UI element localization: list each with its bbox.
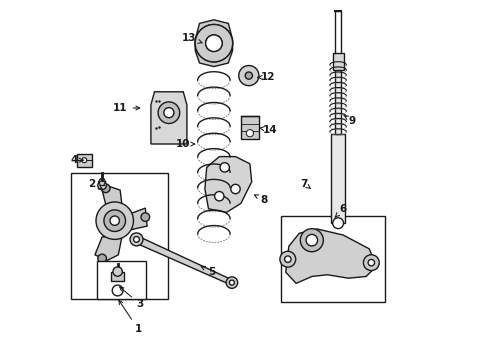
Polygon shape [151, 92, 186, 144]
Circle shape [220, 163, 229, 172]
Text: 6: 6 [334, 204, 346, 217]
Polygon shape [135, 236, 232, 285]
Polygon shape [285, 229, 376, 283]
Circle shape [158, 102, 179, 123]
Circle shape [112, 285, 123, 296]
Bar [330, 134, 344, 223]
Bar [334, 70, 341, 134]
Text: 8: 8 [254, 195, 267, 205]
Circle shape [238, 66, 258, 86]
Circle shape [195, 24, 232, 62]
Text: 7: 7 [300, 179, 310, 189]
Circle shape [113, 267, 122, 276]
Circle shape [332, 218, 343, 229]
Circle shape [305, 234, 317, 246]
Polygon shape [95, 237, 122, 260]
Text: 5: 5 [201, 266, 215, 277]
Polygon shape [102, 186, 122, 204]
Circle shape [130, 233, 142, 246]
Text: 9: 9 [343, 115, 355, 126]
Circle shape [279, 251, 295, 267]
Circle shape [98, 181, 106, 190]
Circle shape [230, 184, 240, 194]
Circle shape [141, 213, 149, 221]
Circle shape [98, 254, 106, 263]
Circle shape [110, 216, 119, 225]
Circle shape [244, 72, 252, 79]
Text: 12: 12 [257, 72, 275, 82]
Text: 11: 11 [113, 103, 140, 113]
Text: 1: 1 [119, 300, 142, 334]
Bar [97, 261, 145, 299]
Circle shape [133, 237, 139, 242]
Circle shape [246, 130, 253, 137]
Circle shape [205, 35, 222, 51]
Text: 13: 13 [181, 33, 202, 43]
Bar [280, 216, 384, 302]
Circle shape [363, 255, 379, 271]
Bar [111, 271, 124, 280]
Circle shape [284, 256, 290, 262]
Circle shape [195, 24, 232, 62]
Text: 2: 2 [88, 179, 102, 189]
Polygon shape [195, 20, 232, 67]
Circle shape [101, 184, 110, 193]
Circle shape [214, 192, 224, 201]
Circle shape [104, 210, 125, 231]
Bar [77, 154, 91, 167]
Circle shape [225, 277, 237, 288]
Circle shape [205, 35, 222, 51]
Text: 3: 3 [120, 287, 143, 309]
Bar [332, 53, 343, 70]
Circle shape [367, 260, 374, 266]
Circle shape [300, 229, 323, 252]
Bar [241, 116, 258, 139]
Text: 10: 10 [176, 139, 194, 149]
Text: 4: 4 [71, 155, 84, 165]
Circle shape [229, 280, 234, 285]
Polygon shape [131, 208, 147, 230]
Text: 14: 14 [259, 125, 276, 135]
Bar [71, 173, 168, 299]
Circle shape [81, 158, 87, 163]
Polygon shape [204, 157, 251, 212]
Circle shape [163, 108, 174, 118]
Circle shape [96, 202, 133, 239]
